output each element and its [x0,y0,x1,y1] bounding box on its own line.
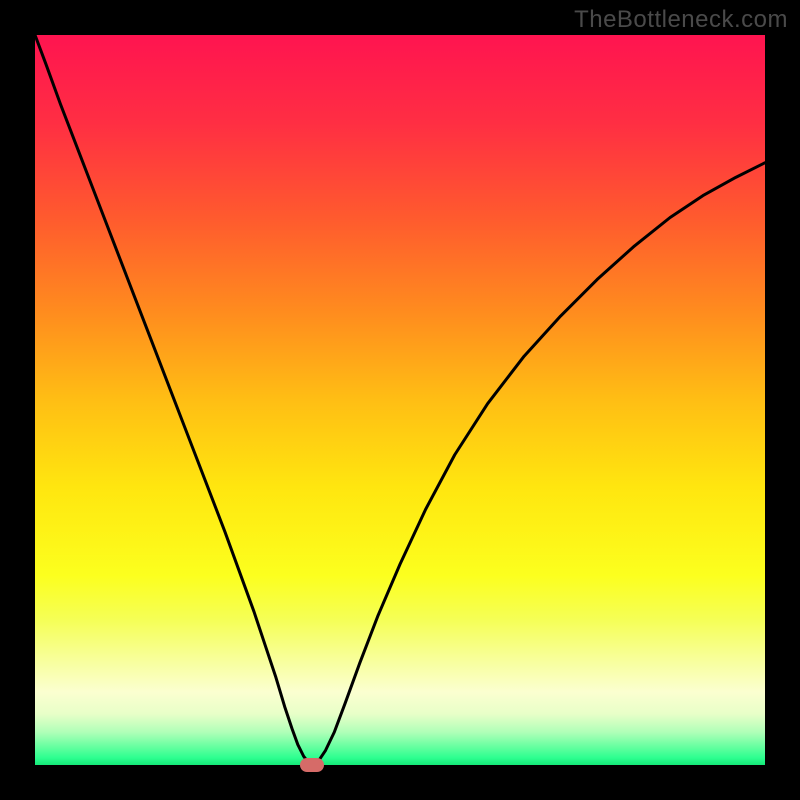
minimum-marker [300,758,324,772]
plot-container [35,35,765,765]
bottleneck-curve [35,35,765,765]
watermark-text: TheBottleneck.com [574,6,788,34]
